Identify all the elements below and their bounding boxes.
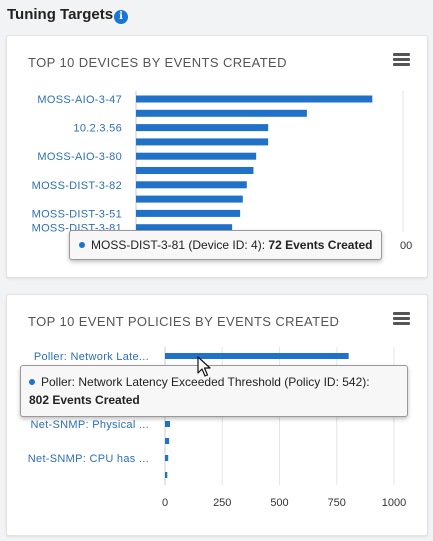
category-label: Net-SNMP: Physical ... <box>31 419 149 431</box>
mouse-cursor-icon <box>197 356 211 377</box>
hamburger-menu-icon[interactable] <box>393 312 410 325</box>
chart-tooltip: MOSS-DIST-3-81 (Device ID: 4): 72 Events… <box>69 230 383 260</box>
bar <box>136 109 307 117</box>
card-title: TOP 10 EVENT POLICIES BY EVENTS CREATED <box>28 314 340 329</box>
bar <box>136 224 233 232</box>
bar <box>165 438 170 444</box>
page-title: Tuning Targets <box>7 6 114 23</box>
bar <box>165 353 349 359</box>
tooltip-name: MOSS-DIST-3-81 <box>91 238 186 252</box>
bar <box>136 124 269 132</box>
category-label: MOSS-DIST-3-51 <box>32 208 122 220</box>
hamburger-menu-icon[interactable] <box>393 53 410 66</box>
chart-tooltip: Poller: Network Latency Exceeded Thresho… <box>20 365 408 417</box>
tick-label: 00 <box>400 240 412 252</box>
bar <box>136 167 254 174</box>
category-label: 10.2.3.56 <box>73 123 122 135</box>
bar <box>165 421 171 427</box>
tick-label: 0 <box>162 497 168 509</box>
bar <box>165 472 168 478</box>
bar <box>136 195 243 203</box>
bar <box>136 138 269 146</box>
bar <box>136 152 257 160</box>
category-label: MOSS-AIO-3-80 <box>37 151 122 163</box>
bar <box>136 181 247 189</box>
series-dot-icon <box>79 241 85 248</box>
category-label: MOSS-AIO-3-47 <box>37 94 122 106</box>
tooltip-value: 802 Events Created <box>29 393 140 407</box>
bar <box>165 455 169 461</box>
tick-label: 500 <box>270 497 288 509</box>
tooltip-detail: (Policy ID: 542): <box>284 375 370 389</box>
category-label: MOSS-DIST-3-82 <box>32 180 122 192</box>
card-title: TOP 10 DEVICES BY EVENTS CREATED <box>28 55 287 70</box>
tick-label: 1000 <box>382 497 406 509</box>
tick-label: 250 <box>213 497 231 509</box>
info-icon[interactable]: i <box>114 10 128 24</box>
tooltip-name: Poller: Network Latency Exceeded Thresho… <box>41 375 281 389</box>
tooltip-value: 72 Events Created <box>268 238 373 252</box>
bar <box>136 209 241 217</box>
series-dot-icon <box>29 378 35 385</box>
tooltip-detail: (Device ID: 4): <box>188 238 266 252</box>
policies-bar-chart: Poller: Network Late... Net-SNMP: Physica… <box>28 347 406 509</box>
category-label: Poller: Network Late... <box>34 351 149 363</box>
tick-label: 750 <box>328 497 346 509</box>
devices-bar-chart: MOSS-AIO-3-47 10.2.3.56 MOSS-AIO-3-80 MOSS-… <box>32 91 412 252</box>
bar <box>136 95 373 103</box>
category-label: Net-SNMP: CPU has ... <box>28 453 149 465</box>
